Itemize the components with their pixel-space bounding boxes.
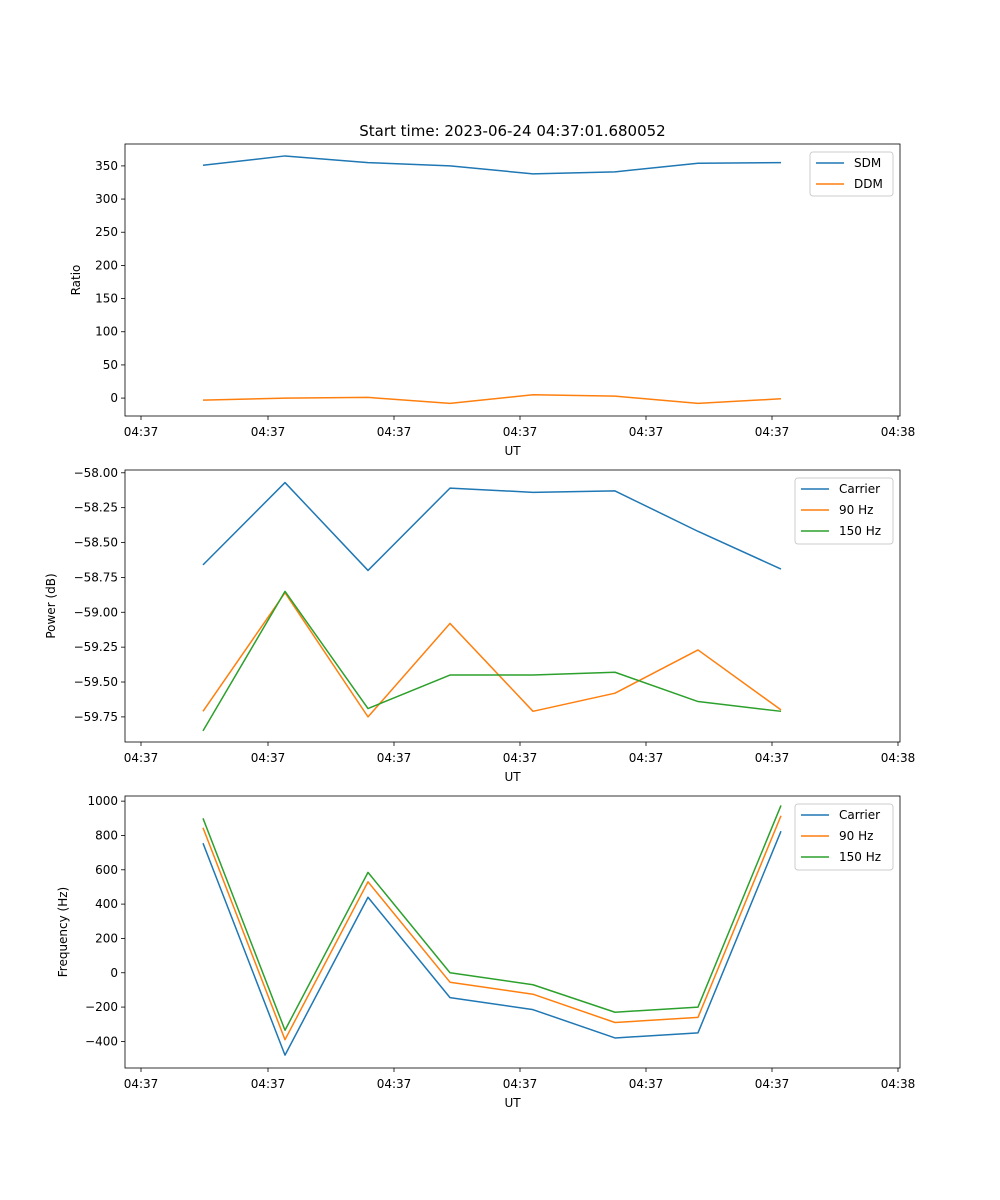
chart-layer: 04:37 04:37 04:37 04:37 04:37 04:37 04:38 0 50 10… — [44, 143, 916, 1110]
y-tick-label: 350 — [95, 159, 118, 173]
y-tick-label: 0 — [110, 391, 118, 405]
y-tick-label: −59.75 — [74, 710, 118, 724]
x-tick-label: 04:37 — [503, 425, 538, 439]
series-line-ddm — [202, 394, 782, 405]
series-line-carrier — [202, 481, 782, 572]
series-line-150-hz — [202, 590, 782, 732]
x-tick-label: 04:37 — [755, 751, 790, 765]
chart-panel-1: 04:37 04:37 04:37 04:37 04:37 04:37 04:38 0 50 10… — [69, 143, 916, 458]
x-tick-label: 04:37 — [629, 751, 664, 765]
series-line-sdm — [202, 155, 782, 175]
x-tick-label: 04:37 — [377, 751, 412, 765]
x-tick-label: 04:37 — [251, 751, 286, 765]
y-tick-label: −58.25 — [74, 501, 118, 515]
plot-frame — [124, 795, 901, 1069]
series-line-150-hz — [202, 805, 782, 1031]
x-tick-label: 04:37 — [629, 425, 664, 439]
legend-entry: 150 Hz — [839, 524, 881, 538]
y-axis-label: Frequency (Hz) — [56, 887, 70, 978]
legend-entry: Carrier — [839, 482, 880, 496]
x-tick-label: 04:37 — [755, 425, 790, 439]
y-tick-label: 150 — [95, 292, 118, 306]
chart-panel-3: 04:37 04:37 04:37 04:37 04:37 04:37 04:38 −400 −… — [56, 794, 915, 1110]
legend-entry: SDM — [854, 156, 881, 170]
x-tick-label: 04:37 — [124, 1077, 159, 1091]
legend-entry: 90 Hz — [839, 829, 873, 843]
y-axis-label: Ratio — [69, 265, 83, 296]
y-tick-label: 0 — [110, 966, 118, 980]
y-tick-label: −400 — [85, 1034, 118, 1048]
x-axis-label: UT — [504, 770, 521, 784]
y-tick-label: 600 — [95, 863, 118, 877]
y-tick-label: −58.00 — [74, 466, 118, 480]
plot-frame — [124, 469, 901, 743]
figure-title: Start time: 2023-06-24 04:37:01.680052 — [359, 122, 665, 140]
x-tick-label: 04:37 — [251, 425, 286, 439]
y-tick-label: 200 — [95, 258, 118, 272]
x-tick-label: 04:37 — [124, 425, 159, 439]
y-tick-label: −59.25 — [74, 640, 118, 654]
y-axis-label: Power (dB) — [44, 573, 58, 638]
y-tick-label: −58.75 — [74, 570, 118, 584]
x-tick-label: 04:38 — [881, 1077, 916, 1091]
legend-entry: 90 Hz — [839, 503, 873, 517]
x-tick-label: 04:37 — [755, 1077, 790, 1091]
legend-entry: 150 Hz — [839, 850, 881, 864]
y-tick-label: 250 — [95, 225, 118, 239]
y-tick-label: 800 — [95, 828, 118, 842]
legend: SDM DDM — [809, 151, 894, 197]
x-tick-label: 04:37 — [124, 751, 159, 765]
x-tick-label: 04:38 — [881, 425, 916, 439]
legend-entry: DDM — [854, 177, 883, 191]
y-tick-label: −59.50 — [74, 675, 118, 689]
series-line-carrier — [202, 830, 782, 1056]
x-tick-label: 04:37 — [629, 1077, 664, 1091]
legend-box — [794, 803, 894, 871]
x-axis-label: UT — [504, 1096, 521, 1110]
legend-box — [794, 477, 894, 545]
chart-panel-2: 04:37 04:37 04:37 04:37 04:37 04:37 04:38 −58.0… — [44, 466, 915, 784]
y-tick-label: −200 — [85, 1000, 118, 1014]
y-tick-label: −59.00 — [74, 605, 118, 619]
x-tick-label: 04:37 — [503, 1077, 538, 1091]
x-tick-label: 04:37 — [251, 1077, 286, 1091]
series-line-90-hz — [202, 815, 782, 1041]
y-tick-label: 1000 — [87, 794, 118, 808]
x-tick-label: 04:38 — [881, 751, 916, 765]
y-tick-label: 200 — [95, 931, 118, 945]
y-tick-label: 100 — [95, 325, 118, 339]
y-tick-label: 50 — [103, 358, 118, 372]
y-tick-label: −58.50 — [74, 536, 118, 550]
legend: Carrier 90 Hz 150 Hz — [794, 477, 894, 545]
y-tick-label: 300 — [95, 192, 118, 206]
x-tick-label: 04:37 — [503, 751, 538, 765]
plot-frame — [124, 143, 901, 417]
x-axis-label: UT — [504, 444, 521, 458]
x-tick-label: 04:37 — [377, 1077, 412, 1091]
y-tick-label: 400 — [95, 897, 118, 911]
legend: Carrier 90 Hz 150 Hz — [794, 803, 894, 871]
series-line-90-hz — [202, 592, 782, 718]
legend-entry: Carrier — [839, 808, 880, 822]
x-tick-label: 04:37 — [377, 425, 412, 439]
